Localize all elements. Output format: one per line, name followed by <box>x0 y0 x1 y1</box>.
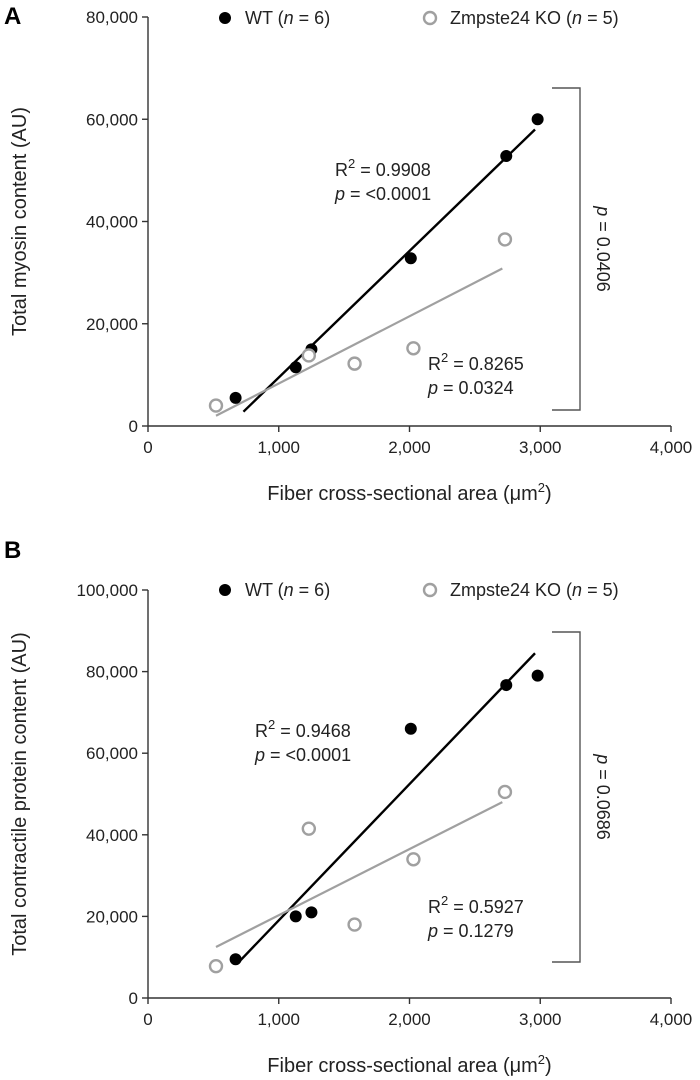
chart-panel-a: A 0 20,000 40,000 60,000 80,000 0 1,000 2,000 3,0… <box>4 3 692 505</box>
r-squared-label: R2 = 0.9908 <box>335 156 431 180</box>
x-tick-label: 4,000 <box>650 438 693 457</box>
x-tick-label: 1,000 <box>257 1010 300 1029</box>
legend-marker <box>219 584 231 596</box>
panel-letter: B <box>4 537 21 564</box>
comparison-bracket <box>552 631 581 963</box>
data-point <box>208 398 224 413</box>
data-point <box>500 679 513 692</box>
data-point <box>531 113 544 126</box>
x-tick-label: 3,000 <box>519 438 562 457</box>
data-point <box>289 910 302 923</box>
y-axis-label: Total myosin content (AU) <box>9 107 31 336</box>
x-tick-label: 2,000 <box>388 438 431 457</box>
regression-line <box>215 801 503 948</box>
p-value-label: p = <0.0001 <box>334 184 431 204</box>
y-tick-label: 60,000 <box>86 110 138 129</box>
legend-entry: Zmpste24 KO (n = 5) <box>450 8 619 28</box>
x-tick-label: 2,000 <box>388 1010 431 1029</box>
data-point <box>531 669 544 682</box>
x-tick-label: 0 <box>143 1010 152 1029</box>
data-point <box>301 348 317 363</box>
p-value-label: p = <0.0001 <box>254 745 351 765</box>
p-value-label: p = 0.0324 <box>427 378 514 398</box>
legend-entry: Zmpste24 KO (n = 5) <box>450 580 619 600</box>
data-point <box>208 958 224 974</box>
legend-marker <box>219 12 231 24</box>
data-point <box>289 361 302 374</box>
data-point <box>347 917 362 932</box>
y-tick-label: 80,000 <box>86 8 138 27</box>
y-tick-label: 40,000 <box>86 826 138 845</box>
data-point <box>406 341 421 356</box>
data-point <box>500 150 513 163</box>
panel-letter: A <box>4 3 21 30</box>
y-tick-label: 0 <box>129 989 138 1008</box>
legend-entry: WT (n = 6) <box>245 580 330 600</box>
x-axis-label: Fiber cross-sectional area (μm2) <box>267 1052 551 1077</box>
y-tick-label: 20,000 <box>86 907 138 926</box>
legend-entry: WT (n = 6) <box>245 8 330 28</box>
data-point <box>404 722 417 735</box>
x-axis-label: Fiber cross-sectional area (μm2) <box>267 480 551 505</box>
data-point <box>497 232 513 247</box>
y-tick-label: 20,000 <box>86 315 138 334</box>
data-point <box>404 252 417 265</box>
y-tick-label: 60,000 <box>86 744 138 763</box>
r-squared-label: R2 = 0.8265 <box>428 350 524 374</box>
data-point <box>497 784 513 800</box>
data-point <box>301 821 317 836</box>
data-point <box>305 906 318 919</box>
y-tick-label: 100,000 <box>77 581 138 600</box>
comparison-p-value: p = 0.0686 <box>593 753 613 840</box>
data-point <box>229 391 242 404</box>
y-tick-label: 80,000 <box>86 663 138 682</box>
x-tick-label: 1,000 <box>257 438 300 457</box>
comparison-bracket <box>552 87 581 411</box>
p-value-label: p = 0.1279 <box>427 921 514 941</box>
comparison-p-value: p = 0.0406 <box>593 205 613 292</box>
r-squared-label: R2 = 0.9468 <box>255 717 351 741</box>
y-tick-label: 40,000 <box>86 213 138 232</box>
data-point <box>406 852 421 867</box>
regression-line <box>215 267 503 417</box>
y-tick-label: 0 <box>129 417 138 436</box>
legend-marker <box>422 582 438 598</box>
r-squared-label: R2 = 0.5927 <box>428 893 524 917</box>
legend-marker <box>422 10 438 26</box>
x-tick-label: 4,000 <box>650 1010 693 1029</box>
data-point <box>347 356 362 371</box>
x-tick-label: 0 <box>143 438 152 457</box>
x-tick-label: 3,000 <box>519 1010 562 1029</box>
data-point <box>229 953 242 966</box>
y-axis-label: Total contractile protein content (AU) <box>9 632 31 956</box>
chart-panel-b: B 0 20,000 40,000 60,000 80,000 100,000 0 1,000 2… <box>4 537 692 1077</box>
